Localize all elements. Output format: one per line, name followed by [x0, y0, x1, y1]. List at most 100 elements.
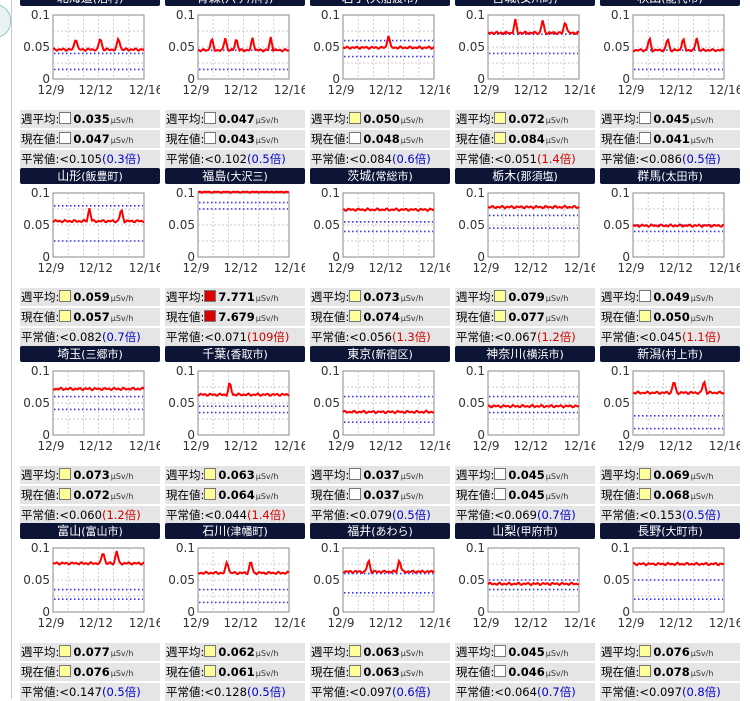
- station-title[interactable]: 秋田(能代市): [600, 0, 740, 6]
- station-title[interactable]: 茨城(常総市): [310, 168, 450, 184]
- station-title[interactable]: 富山(富山市): [20, 523, 160, 539]
- weekly-average-level-indicator: [639, 645, 652, 657]
- station-card: 茨城(常総市) 0.1 0.05 0 12/9 12/12 12/16 週平均: 0.073μS…: [310, 168, 453, 346]
- unit-label: μSv/h: [400, 116, 424, 125]
- y-tick-label: 0.05: [603, 396, 630, 410]
- station-title[interactable]: 栃木(那須塩): [455, 168, 595, 184]
- dose-chart: 0.1 0.05 0 12/9 12/12 12/16: [455, 7, 598, 109]
- station-title[interactable]: 石川(津幡町): [165, 523, 305, 539]
- station-city-name: 甲府市: [520, 525, 554, 538]
- x-tick-label: 12/12: [513, 261, 548, 275]
- ratio-suffix: 倍: [414, 685, 427, 699]
- current-value-label: 現在値:: [601, 665, 640, 679]
- station-card: 宮城(女川町)0.10.05012/912/1212/16週平均:0.072μS…: [455, 0, 598, 168]
- current-value-row: 現在値: 0.074μSv/h: [310, 308, 450, 326]
- ratio-suffix: 倍: [273, 330, 285, 344]
- y-tick-label: 0: [332, 428, 340, 442]
- x-tick-label: 12/9: [38, 83, 65, 97]
- station-city-name: 大町市: [665, 525, 699, 538]
- dose-chart-svg: 0.1 0.05 012/9 12/12 12/16: [458, 364, 598, 453]
- dose-chart-svg: 0.1 0.05 012/9 12/12 12/16: [458, 8, 598, 97]
- unit-label: μSv/h: [110, 136, 134, 145]
- normal-value-label: 平常値:: [21, 685, 60, 699]
- current-value-label: 現在値:: [456, 132, 495, 146]
- x-tick-label: 12/16: [419, 616, 450, 630]
- station-city: (泊村): [93, 0, 124, 5]
- weekly-average-level-indicator: [639, 112, 652, 124]
- weekly-average-row: 週平均: 7.771μSv/h: [165, 288, 305, 306]
- y-tick-label: 0.05: [603, 40, 630, 54]
- station-city-name: 新宿区: [375, 348, 409, 361]
- weekly-average-level-indicator: [204, 468, 217, 480]
- x-tick-label: 12/12: [78, 83, 113, 97]
- station-title[interactable]: 山梨(甲府市): [455, 523, 595, 539]
- normal-value-label: 平常値:: [456, 508, 495, 522]
- weekly-average-value: 0.059: [73, 290, 110, 304]
- weekly-average-label: 週平均:: [601, 468, 640, 482]
- dose-chart: 0.1 0.05 0 12/9 12/12 12/16: [20, 540, 163, 642]
- unit-label: μSv/h: [255, 314, 279, 323]
- y-tick-label: 0: [187, 428, 195, 442]
- dose-series-line: [52, 36, 145, 53]
- station-title[interactable]: 長野(大町市): [600, 523, 740, 539]
- weekly-average-value: 0.037: [363, 468, 400, 482]
- station-prefecture: 群馬: [637, 169, 662, 183]
- station-city: (三郷市): [81, 348, 123, 361]
- weekly-average-value: 0.073: [363, 290, 400, 304]
- ratio-suffix: 倍: [704, 330, 717, 344]
- dose-series-line: [198, 190, 290, 195]
- normal-ratio: (0.7倍): [101, 330, 141, 344]
- sidebar-toggle-handle[interactable]: [0, 4, 11, 38]
- station-title[interactable]: 群馬(太田市): [600, 168, 740, 184]
- x-tick-label: 12/12: [78, 261, 113, 275]
- dose-series-line: [52, 550, 145, 566]
- station-title[interactable]: 新潟(村上市): [600, 346, 740, 362]
- station-title[interactable]: 神奈川(横浜市): [455, 346, 595, 362]
- weekly-average-value: 7.771: [218, 290, 255, 304]
- station-prefecture: 埼玉: [57, 347, 82, 361]
- station-title[interactable]: 山形(飯豊町): [20, 168, 160, 184]
- station-title[interactable]: 宮城(女川町): [455, 0, 595, 6]
- station-title[interactable]: 北海道(泊村): [20, 0, 160, 6]
- weekly-average-level-indicator: [349, 468, 362, 480]
- station-card: 山形(飯豊町) 0.1 0.05 0 12/9 12/12 12/16 週平均: 0.059μS…: [20, 168, 163, 346]
- current-value-label: 現在値:: [456, 310, 495, 324]
- x-tick-label: 12/12: [368, 261, 403, 275]
- y-tick-label: 0.1: [176, 186, 195, 200]
- station-title[interactable]: 青森(六ヶ所村): [165, 0, 305, 6]
- x-tick-label: 12/9: [183, 439, 210, 453]
- normal-ratio: (0.5倍): [101, 685, 141, 699]
- unit-label: μSv/h: [255, 669, 279, 678]
- station-city-name: 常総市: [375, 170, 409, 183]
- weekly-average-value: 0.045: [508, 468, 545, 482]
- station-title[interactable]: 埼玉(三郷市): [20, 346, 160, 362]
- weekly-average-value: 0.045: [653, 112, 690, 126]
- normal-ratio: (0.5倍): [246, 685, 286, 699]
- y-tick-label: 0: [622, 605, 630, 619]
- dose-series-line: [487, 18, 579, 36]
- x-tick-label: 12/9: [473, 616, 500, 630]
- current-value-label: 現在値:: [311, 665, 350, 679]
- station-title[interactable]: 千葉(香取市): [165, 346, 305, 362]
- station-city: (津幡町): [226, 525, 268, 538]
- normal-ratio: (1.1倍): [681, 330, 721, 344]
- station-title[interactable]: 岩手(大船渡市): [310, 0, 450, 6]
- x-tick-label: 12/12: [223, 439, 258, 453]
- station-prefecture: 千葉: [202, 347, 227, 361]
- unit-label: μSv/h: [545, 472, 569, 481]
- weekly-average-row: 週平均: 0.059μSv/h: [20, 288, 160, 306]
- station-city-name: 能代市: [666, 0, 699, 5]
- station-card: 青森(六ヶ所村)0.10.05012/912/1212/16週平均:0.047μ…: [165, 0, 308, 168]
- station-title[interactable]: 福井(あわら): [310, 523, 450, 539]
- normal-value: <0.102: [204, 152, 247, 166]
- unit-label: μSv/h: [690, 649, 714, 658]
- x-tick-label: 12/12: [513, 439, 548, 453]
- station-title[interactable]: 東京(新宿区): [310, 346, 450, 362]
- station-card: 新潟(村上市) 0.1 0.05 0 12/9 12/12 12/16 週平均: 0.069μS…: [600, 346, 743, 524]
- x-tick-label: 12/12: [223, 83, 258, 97]
- x-tick-label: 12/12: [78, 616, 113, 630]
- x-tick-label: 12/16: [564, 439, 595, 453]
- y-tick-label: 0.05: [313, 218, 340, 232]
- x-tick-label: 12/9: [328, 616, 355, 630]
- station-title[interactable]: 福島(大沢三): [165, 168, 305, 184]
